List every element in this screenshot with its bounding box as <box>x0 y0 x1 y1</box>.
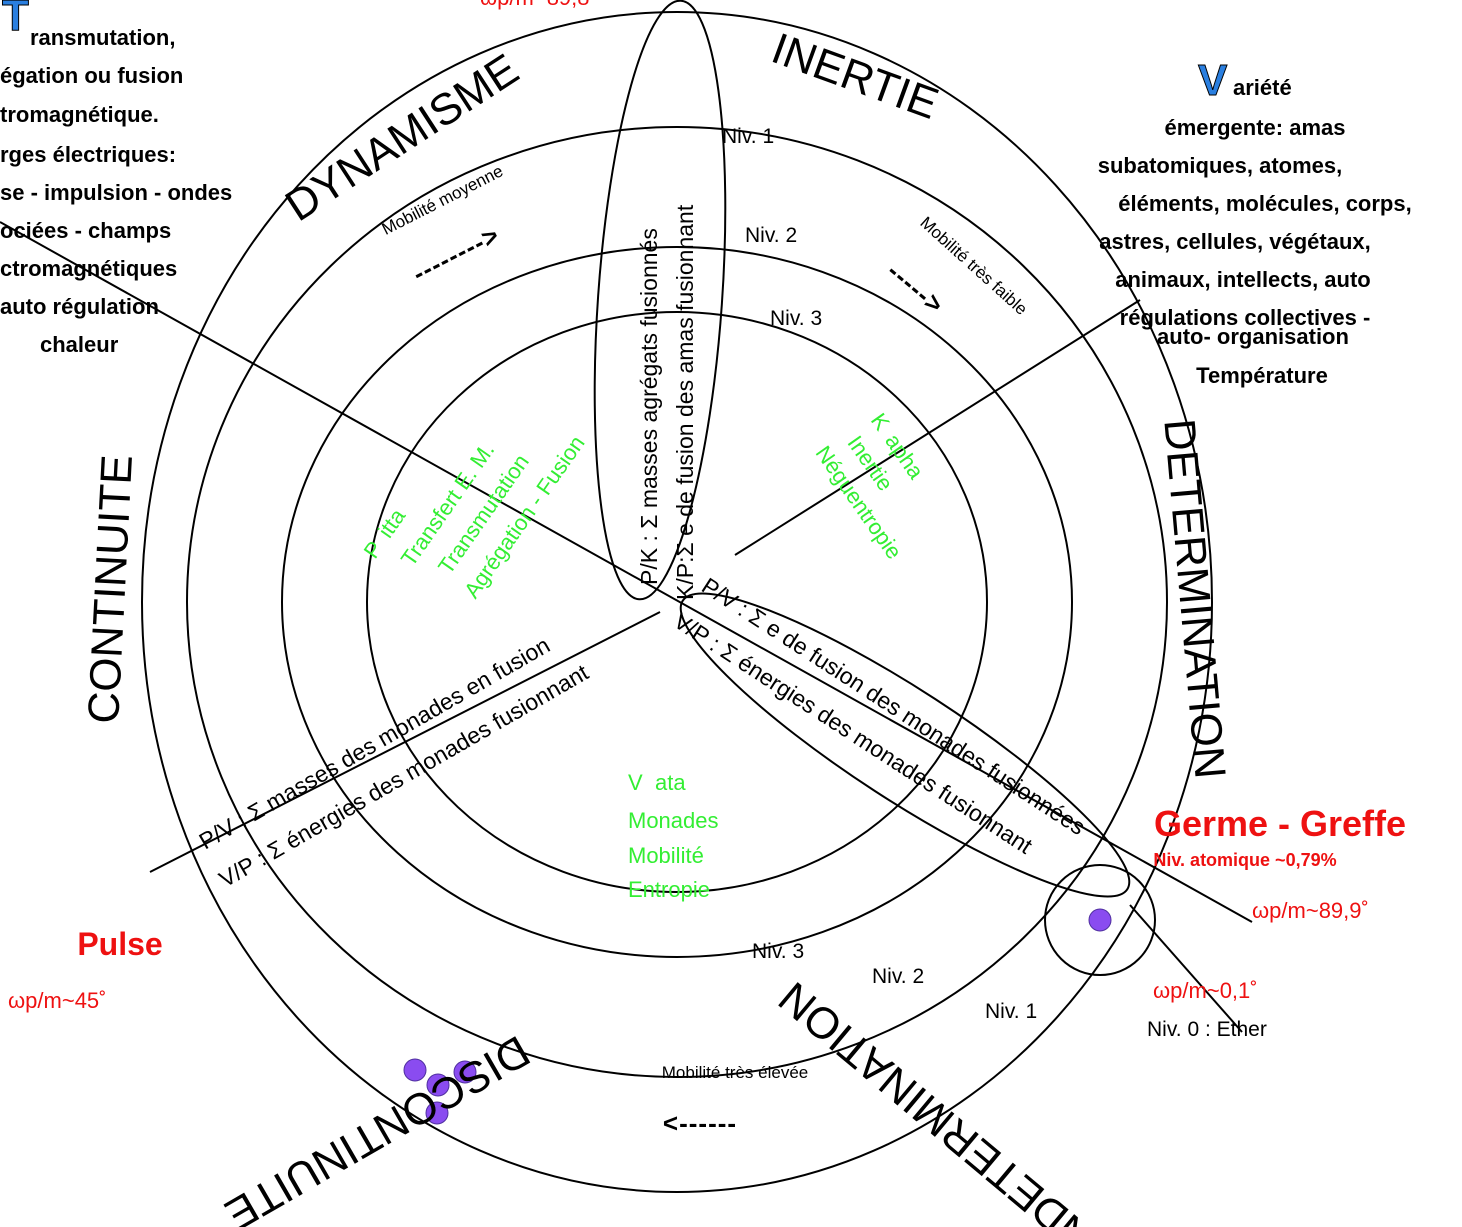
omega-label: ωp/m~0,1˚ <box>1153 978 1258 1003</box>
text-line: émergente: amas <box>1165 115 1346 140</box>
ring-word: INERTIE <box>765 24 944 129</box>
text-line: tromagnétique. <box>0 102 159 127</box>
initial: V <box>1198 56 1228 105</box>
particle <box>404 1059 426 1081</box>
text-line: rges électriques: <box>0 142 176 167</box>
level-label: Niv. 0 : Ether <box>1147 1018 1267 1041</box>
level-label: Niv. 2 <box>745 224 797 247</box>
dosha-line: Monades <box>628 808 719 833</box>
petal-text: P/V : Σ e de fusion des monades fusionné… <box>697 572 1090 840</box>
arrow: --------> <box>407 219 504 288</box>
text-line: astres, cellules, végétaux, <box>1099 229 1371 254</box>
level-label: Niv. 3 <box>752 940 804 963</box>
omega-label: ωp/m~89,8 <box>480 0 590 10</box>
arrow: -----> <box>881 256 950 320</box>
text-line: ociées - champs <box>0 218 171 243</box>
level-label: Niv. 2 <box>872 965 924 988</box>
dosha-name: ata <box>655 770 686 795</box>
ring-word: DISCONTINUITE <box>217 1026 538 1227</box>
pulse-label: Pulse <box>77 926 162 962</box>
ring-word: INDETERMINATION <box>770 972 1112 1227</box>
axis-line <box>735 300 1140 555</box>
text-line: subatomiques, atomes, <box>1098 153 1343 178</box>
text-line: ransmutation, <box>30 25 175 50</box>
ring-word: DYNAMISME <box>277 45 527 231</box>
mobility-label: Mobilité très élevée <box>662 1063 808 1082</box>
initial: V <box>628 770 643 795</box>
atomic-label: Niv. atomique ~0,79% <box>1153 850 1336 870</box>
dosha-line: Mobilité <box>628 843 704 868</box>
text-line: animaux, intellects, auto <box>1115 267 1371 292</box>
initial: K <box>866 409 895 436</box>
text-line: éléments, molécules, corps, <box>1118 191 1411 216</box>
petal-text: K/P:Σ e de fusion des amas fusionnant <box>672 204 698 600</box>
pitta: P itta Transfert E. M. Transmutation Agr… <box>359 371 590 623</box>
diagram: ωp/m~89,8 T ransmutation, égation ou fus… <box>0 0 1462 1227</box>
dosha-name: itta <box>373 503 411 542</box>
level-label: Niv. 1 <box>985 1000 1037 1023</box>
text-line: se - impulsion - ondes <box>0 180 232 205</box>
text-line: auto régulation <box>0 294 159 319</box>
axis-line <box>1130 905 1242 1032</box>
petal-text: P/K : Σ masses agrégats fusionnés <box>636 228 662 585</box>
petal-text: V/P : Σ énergies des monades fusionnant <box>669 607 1037 859</box>
ring-word: CONTINUITE <box>79 454 142 725</box>
germ-label: Germe - Greffe <box>1154 803 1406 844</box>
text-line: ctromagnétiques <box>0 256 177 281</box>
omega-label: ωp/m~89,9˚ <box>1252 898 1369 923</box>
level-label: Niv. 3 <box>770 307 822 330</box>
arrow: <------ <box>663 1108 737 1138</box>
text-line: Température <box>1196 363 1328 388</box>
dosha-line: Entropie <box>628 877 710 902</box>
text-line: égation ou fusion <box>0 63 183 88</box>
text-line: chaleur <box>40 332 119 357</box>
text-line: auto- organisation <box>1157 324 1349 349</box>
text-line: ariété <box>1233 75 1292 100</box>
initial: T <box>2 0 29 40</box>
particle <box>1089 909 1111 931</box>
omega-label: ωp/m~45˚ <box>8 988 107 1013</box>
level-label: Niv. 1 <box>722 125 774 148</box>
